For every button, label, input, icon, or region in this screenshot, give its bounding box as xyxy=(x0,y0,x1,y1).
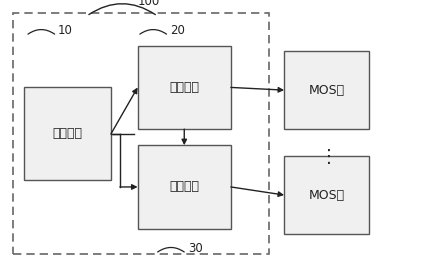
Text: ⋮: ⋮ xyxy=(320,148,337,166)
Text: MOS管: MOS管 xyxy=(308,84,345,97)
FancyBboxPatch shape xyxy=(24,87,111,180)
FancyBboxPatch shape xyxy=(138,46,231,129)
FancyBboxPatch shape xyxy=(138,145,231,229)
Text: MOS管: MOS管 xyxy=(308,189,345,201)
Bar xyxy=(13,13,269,254)
Text: 30: 30 xyxy=(188,242,202,255)
Text: 推挽电路: 推挽电路 xyxy=(169,180,199,193)
FancyBboxPatch shape xyxy=(284,156,369,234)
Text: 下拉电路: 下拉电路 xyxy=(169,81,199,94)
Text: 20: 20 xyxy=(170,24,185,37)
Text: 10: 10 xyxy=(58,24,73,37)
FancyBboxPatch shape xyxy=(284,51,369,129)
Text: 开关电路: 开关电路 xyxy=(53,127,83,140)
Text: 100: 100 xyxy=(138,0,160,8)
